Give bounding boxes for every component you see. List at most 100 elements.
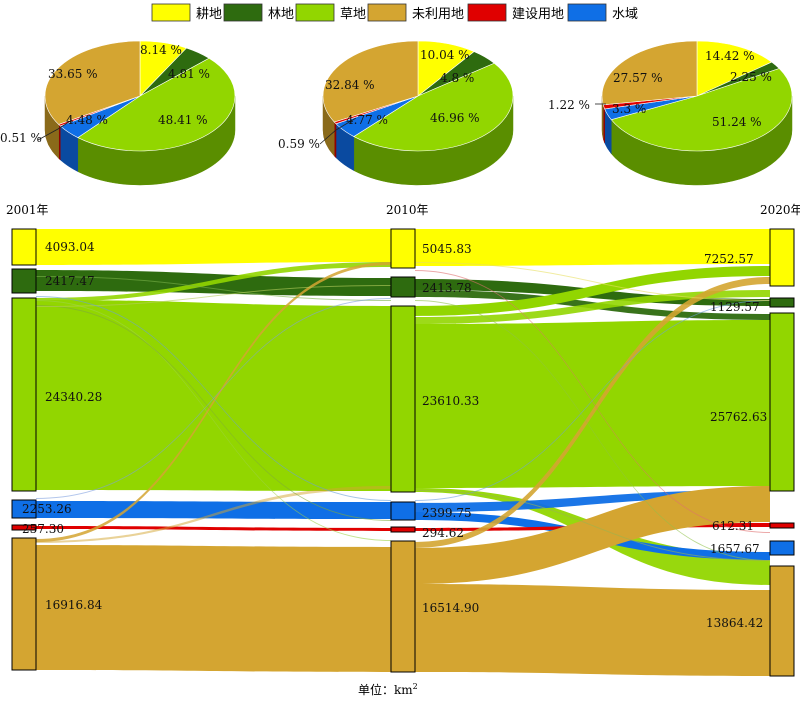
node-value-crop: 5045.83: [422, 242, 472, 256]
node-value-forest: 2413.78: [422, 281, 472, 295]
node-value-grass: 24340.28: [45, 390, 102, 404]
pie-slice-crop: [696, 40, 773, 97]
node-value-unused: 13864.42: [706, 616, 763, 630]
flow-grass-crop-1: [36, 262, 391, 302]
flow-crop-crop-2: [415, 229, 770, 266]
flow-unused-unused-2: [415, 584, 770, 676]
node-1-built: [390, 526, 416, 533]
legend-item-water: 水域: [567, 3, 638, 22]
legend-swatch-crop: [151, 3, 191, 22]
pie-slice-grass: [77, 57, 236, 152]
flow-thin-1-3: [36, 285, 391, 307]
pie-slice-unused: [322, 40, 419, 123]
pie-1: 10.04 % 4.8 % 46.96 % 4.77 % 0.59 % 32.84 %: [278, 40, 514, 186]
pie-2: 14.42 % 2.25 % 51.24 % 3.3 % 1.22 % 27.57 %: [548, 40, 793, 186]
node-value-forest: 1129.57: [710, 300, 760, 314]
node-0-crop: [11, 228, 37, 266]
pie-slice-grass: [610, 68, 793, 152]
node-value-unused: 16916.84: [45, 598, 103, 612]
pie-label-forest: 2.25 %: [730, 70, 772, 84]
flow-thin-1-1: [36, 305, 391, 521]
node-value-grass: 25762.63: [710, 410, 767, 424]
node-value-water: 1657.67: [710, 542, 760, 556]
pie-label-water: 4.77 %: [346, 113, 388, 127]
pie-charts: 8.14 % 4.81 % 48.41 % 4.48 % 0.51 % 33.65 % 10…: [0, 40, 793, 186]
pie-label-built: 1.22 %: [548, 98, 590, 112]
pie-slice-unused: [601, 40, 698, 106]
sankey-nodes: 4093.04 2417.47 24340.28 2253.26 257.30 16916…: [11, 228, 795, 677]
flow-unused-grass-1: [36, 486, 391, 543]
legend-swatch-forest: [223, 3, 263, 22]
node-value-built: 294.62: [422, 526, 464, 540]
pie-label-unused: 27.57 %: [613, 71, 663, 85]
node-0-unused: [11, 537, 37, 671]
flow-thin-2-2: [415, 300, 770, 501]
node-0-built: [11, 524, 37, 531]
legend-swatch-water: [567, 3, 607, 22]
year-label: 2001年: [6, 203, 49, 217]
legend: 耕地 林地 草地 未利用地 建设用地 水域: [151, 3, 638, 22]
pie-slice-grass: [353, 62, 514, 152]
node-0-forest: [11, 268, 37, 294]
flow-unused-unused-1: [36, 545, 391, 672]
pie-leader-line: [319, 117, 357, 145]
node-2-unused: [769, 565, 795, 677]
pie-label-crop: 10.04 %: [420, 48, 470, 62]
legend-item-built: 建设用地: [467, 3, 564, 22]
flow-grass-forest-2: [415, 290, 770, 324]
legend-swatch-built: [467, 3, 507, 22]
pie-label-crop: 14.42 %: [705, 49, 755, 63]
flow-crop-crop-1: [36, 229, 391, 265]
pie-label-unused: 33.65 %: [48, 67, 98, 81]
node-2-water: [769, 540, 795, 556]
legend-item-forest: 林地: [223, 3, 294, 22]
pie-label-unused: 32.84 %: [325, 78, 375, 92]
year-labels: 2001年 2010年 2020年: [6, 203, 800, 217]
flow-built-built-1: [36, 526, 391, 531]
node-value-water: 2399.75: [422, 506, 472, 520]
pie-label-forest: 4.81 %: [168, 67, 210, 81]
node-1-water: [390, 501, 416, 521]
pie-leader-line: [37, 119, 73, 141]
pie-label-grass: 46.96 %: [430, 111, 480, 125]
flow-unused-crop-2: [415, 277, 770, 548]
sankey-flows: [36, 229, 770, 676]
pie-label-built: 0.51 %: [0, 131, 42, 145]
pie-0: 8.14 % 4.81 % 48.41 % 4.48 % 0.51 % 33.65 %: [0, 40, 236, 186]
legend-swatch-unused: [367, 3, 407, 22]
flow-grass-grass-2: [415, 320, 770, 488]
node-1-crop: [390, 228, 416, 269]
pie-label-forest: 4.8 %: [440, 71, 474, 85]
pie-label-water: 3.3 %: [612, 102, 646, 116]
node-2-grass: [769, 312, 795, 492]
flow-grass-crop-2: [415, 266, 770, 316]
legend-label-crop: 耕地: [196, 6, 222, 22]
node-1-unused: [390, 540, 416, 673]
flow-thin-1-5: [36, 298, 391, 499]
pie-label-grass: 48.41 %: [158, 113, 208, 127]
flow-thin-1-0: [36, 300, 391, 541]
node-2-built: [769, 522, 795, 529]
node-value-water: 2253.26: [22, 502, 72, 516]
legend-item-unused: 未利用地: [367, 3, 464, 22]
pie-slice-unused: [44, 40, 141, 125]
node-2-forest: [769, 297, 795, 308]
pie-side-built: [334, 121, 337, 159]
node-1-grass: [390, 305, 416, 493]
legend-swatch-grass: [295, 3, 335, 22]
legend-label-built: 建设用地: [512, 7, 564, 22]
legend-label-unused: 未利用地: [412, 7, 464, 22]
node-value-crop: 4093.04: [45, 240, 95, 254]
legend-label-water: 水域: [612, 7, 638, 22]
flow-thin-2-1: [415, 300, 770, 561]
node-0-water: [11, 499, 37, 519]
node-value-crop: 7252.57: [704, 252, 754, 266]
year-label: 2010年: [386, 203, 429, 217]
node-0-grass: [11, 297, 37, 492]
flow-thin-1-2: [36, 276, 391, 301]
flow-unused-crop-1: [36, 262, 391, 542]
node-2-crop: [769, 228, 795, 287]
legend-item-grass: 草地: [295, 3, 366, 22]
node-value-grass: 23610.33: [422, 394, 479, 408]
